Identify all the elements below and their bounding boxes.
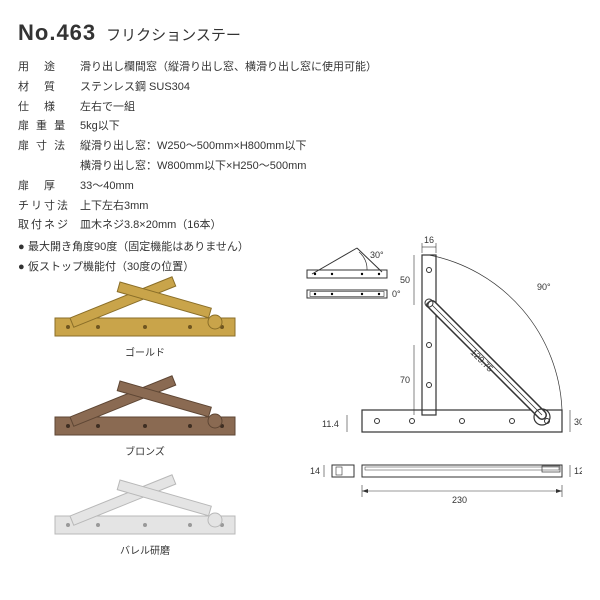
svg-text:16: 16 <box>424 235 434 245</box>
svg-text:30: 30 <box>574 417 582 427</box>
bullet-icon: ● <box>18 258 28 278</box>
bullet-text: 最大開き角度90度（固定機能はありません） <box>28 238 249 258</box>
svg-text:12.6: 12.6 <box>574 466 582 476</box>
spec-label: 用 途 <box>18 58 80 78</box>
product-variant-barrel: バレル研磨 <box>35 468 255 557</box>
variant-label: バレル研磨 <box>120 542 170 557</box>
spec-value: 縦滑り出し窓：W250～500mm×H800mm以下 <box>80 137 582 157</box>
variant-label: ゴールド <box>125 344 165 359</box>
spec-value: ステンレス鋼 SUS304 <box>80 78 582 98</box>
spec-value: 左右で一組 <box>80 98 582 118</box>
spec-label: 仕 様 <box>18 98 80 118</box>
spec-label: 取付ネジ <box>18 216 80 236</box>
product-gallery: ゴールド ブロンズ バレル研磨 <box>35 270 255 567</box>
svg-text:14: 14 <box>310 466 320 476</box>
svg-text:50: 50 <box>400 275 410 285</box>
product-name: フリクションステー <box>106 24 241 45</box>
spec-value: 滑り出し欄間窓（縦滑り出し窓、横滑り出し窓に使用可能） <box>80 58 582 78</box>
variant-label: ブロンズ <box>125 443 165 458</box>
spec-label: 扉 寸 法 <box>18 137 80 157</box>
spec-value: 上下左右3mm <box>80 197 582 217</box>
spec-table: 用 途滑り出し欄間窓（縦滑り出し窓、横滑り出し窓に使用可能） 材 質ステンレス鋼… <box>18 58 582 236</box>
spec-label: 扉 厚 <box>18 177 80 197</box>
svg-text:230: 230 <box>452 495 467 505</box>
technical-drawing: 30° 0° 90° <box>302 235 582 535</box>
product-number: No.463 <box>18 20 96 46</box>
svg-text:0°: 0° <box>392 289 401 299</box>
product-variant-bronze: ブロンズ <box>35 369 255 458</box>
spec-value: 横滑り出し窓：W800mm以下×H250～500mm <box>80 157 582 177</box>
svg-text:30°: 30° <box>370 250 384 260</box>
svg-text:90°: 90° <box>537 282 551 292</box>
spec-label: チリ寸法 <box>18 197 80 217</box>
svg-text:11.4: 11.4 <box>322 419 339 429</box>
spec-label <box>18 157 80 177</box>
spec-value: 皿木ネジ3.8×20mm（16本） <box>80 216 582 236</box>
spec-label: 材 質 <box>18 78 80 98</box>
svg-text:70: 70 <box>400 375 410 385</box>
product-variant-gold: ゴールド <box>35 270 255 359</box>
spec-label: 扉 重 量 <box>18 117 80 137</box>
bullet-icon: ● <box>18 238 28 258</box>
spec-value: 33～40mm <box>80 177 582 197</box>
spec-value: 5kg以下 <box>80 117 582 137</box>
